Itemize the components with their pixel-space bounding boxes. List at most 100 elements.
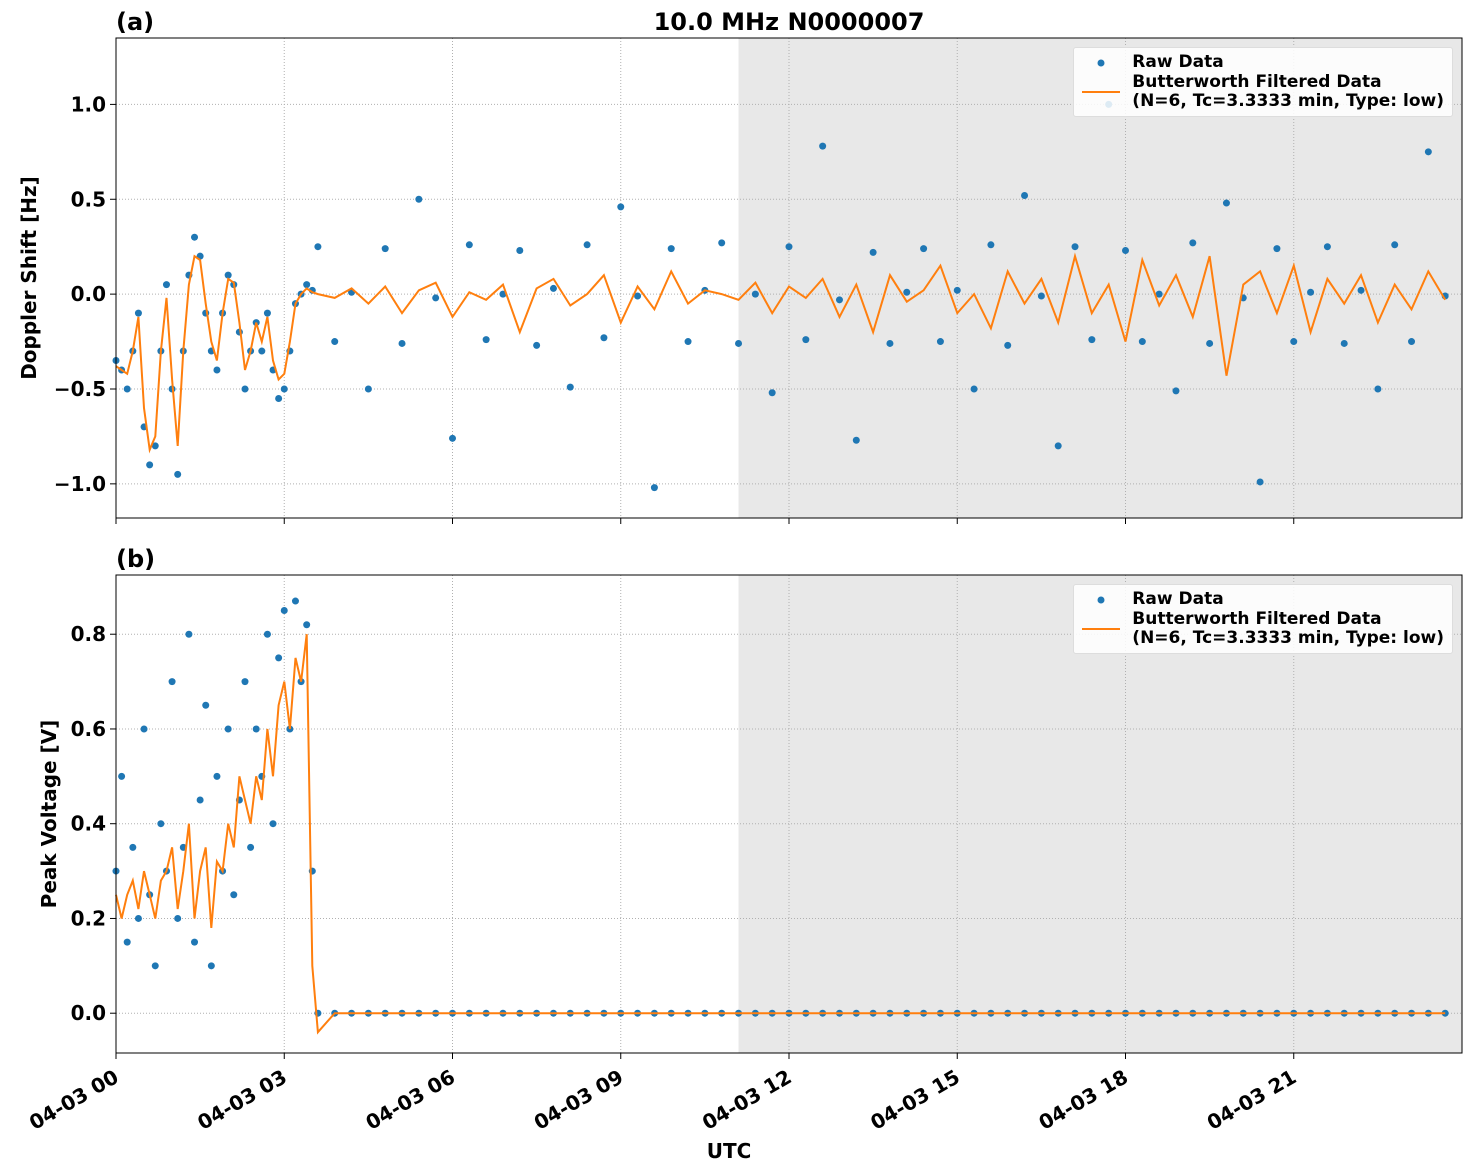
raw-point <box>1374 385 1382 393</box>
raw-point <box>191 938 199 946</box>
y-tick-label: 0.2 <box>71 906 106 930</box>
raw-point <box>303 281 311 289</box>
raw-point <box>134 914 142 922</box>
plot-area: −1.0 −0.5 0.0 0.5 1.0 (a) 10.0 MHz N0000007 Dop… <box>17 8 1463 524</box>
raw-point <box>1189 239 1197 247</box>
chart-title: 10.0 MHz N0000007 <box>654 8 925 36</box>
y-tick-label: 0.6 <box>71 717 106 741</box>
legend-marker <box>1097 596 1105 603</box>
raw-point <box>252 725 260 733</box>
raw-point <box>1037 292 1045 300</box>
raw-point <box>869 248 877 256</box>
raw-point <box>213 366 221 374</box>
raw-point <box>415 195 423 203</box>
x-tick-label: 04-03 12 <box>698 1065 796 1135</box>
raw-point <box>129 843 137 851</box>
x-axis-label: UTC <box>707 1139 752 1163</box>
raw-point <box>802 336 810 344</box>
raw-point <box>151 962 159 970</box>
raw-point <box>213 772 221 780</box>
raw-point <box>1004 341 1012 349</box>
raw-point <box>465 241 473 249</box>
raw-point <box>1088 336 1096 344</box>
raw-point <box>280 607 288 615</box>
legend-label: Raw Data <box>1132 589 1224 609</box>
raw-point <box>718 239 726 247</box>
raw-point <box>224 271 232 279</box>
raw-point <box>566 383 574 391</box>
y-tick-label: 0.5 <box>71 187 106 211</box>
filtered-line <box>115 252 1447 454</box>
y-tick-label: −1.0 <box>54 472 106 496</box>
raw-point <box>1206 339 1214 347</box>
raw-point <box>1172 387 1180 395</box>
raw-point <box>920 245 928 253</box>
legend-marker <box>1082 628 1121 630</box>
raw-point <box>768 389 776 397</box>
raw-point <box>230 891 238 899</box>
legend-label: Butterworth Filtered Data (N=6, Tc=3.333… <box>1132 609 1444 648</box>
raw-point <box>269 820 277 828</box>
raw-point <box>185 630 193 638</box>
raw-point <box>785 243 793 251</box>
raw-point <box>953 286 961 294</box>
raw-point <box>1071 243 1079 251</box>
raw-point <box>241 678 249 686</box>
raw-point <box>634 292 642 300</box>
y-tick-label: −0.5 <box>54 377 106 401</box>
raw-point <box>533 341 541 349</box>
raw-point <box>202 701 210 709</box>
raw-point <box>1021 191 1029 199</box>
shaded-region <box>738 38 1462 518</box>
raw-point <box>303 621 311 629</box>
raw-point <box>275 394 283 402</box>
raw-point <box>191 233 199 241</box>
raw-point <box>886 339 894 347</box>
plot-frame <box>115 37 1463 519</box>
raw-point <box>1222 199 1230 207</box>
raw-point <box>684 338 692 346</box>
raw-point <box>381 245 389 253</box>
raw-point <box>549 284 557 292</box>
raw-point <box>247 843 255 851</box>
raw-point <box>819 142 827 150</box>
raw-point <box>1138 338 1146 346</box>
x-tick-label: 04-03 15 <box>866 1065 964 1135</box>
raw-point <box>970 385 978 393</box>
raw-point <box>650 484 658 492</box>
raw-point <box>1340 339 1348 347</box>
legend-entry: Butterworth Filtered Data (N=6, Tc=3.333… <box>1082 610 1444 648</box>
shaded-region <box>738 575 1462 1053</box>
legend-marker <box>1097 596 1105 603</box>
raw-point <box>123 385 131 393</box>
raw-point <box>1155 290 1163 298</box>
x-tick-label: 04-03 06 <box>361 1065 459 1135</box>
raw-point <box>835 296 843 304</box>
raw-point <box>1323 243 1331 251</box>
x-tick-label: 04-03 00 <box>25 1065 123 1135</box>
raw-point <box>207 962 215 970</box>
y-tick-label: 0.4 <box>71 812 106 836</box>
legend-entry: Butterworth Filtered Data (N=6, Tc=3.333… <box>1082 73 1444 111</box>
y-axis-label: Peak Voltage [V] <box>37 720 61 909</box>
legend-marker <box>1097 59 1105 66</box>
raw-point <box>157 820 165 828</box>
legend: Raw Data Butterworth Filtered Data (N=6, … <box>1073 47 1453 117</box>
raw-point <box>583 241 591 249</box>
raw-point <box>241 385 249 393</box>
raw-point <box>263 630 271 638</box>
raw-point <box>751 290 759 298</box>
raw-point <box>364 385 372 393</box>
raw-point <box>123 938 131 946</box>
legend-marker <box>1097 59 1105 66</box>
raw-point <box>275 654 283 662</box>
x-tick-label: 04-03 03 <box>193 1065 291 1135</box>
raw-point <box>1391 241 1399 249</box>
y-tick-label: 0.8 <box>71 622 106 646</box>
raw-point <box>398 339 406 347</box>
legend-entry: Raw Data <box>1082 53 1444 72</box>
raw-point <box>600 334 608 342</box>
raw-point <box>314 243 322 251</box>
raw-point <box>1307 288 1315 296</box>
plot-frame <box>115 574 1463 1054</box>
